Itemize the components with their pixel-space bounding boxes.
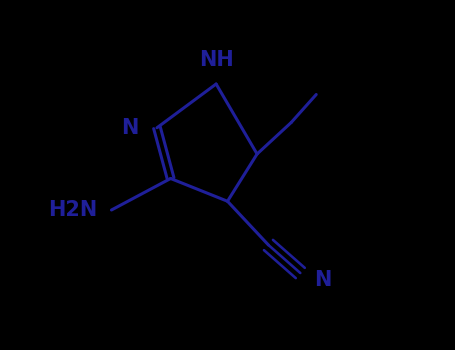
Text: N: N [121,118,139,138]
Text: H2N: H2N [49,200,98,220]
Text: NH: NH [199,50,233,70]
Text: N: N [314,270,331,290]
